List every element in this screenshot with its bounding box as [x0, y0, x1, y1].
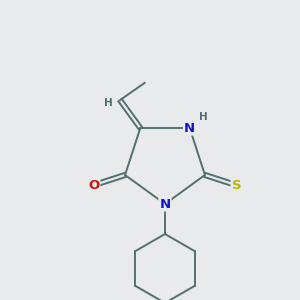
Text: N: N — [159, 197, 171, 211]
Text: H: H — [104, 98, 113, 108]
Text: O: O — [88, 179, 99, 192]
Text: S: S — [232, 179, 241, 192]
Text: H: H — [199, 112, 208, 122]
Text: N: N — [184, 122, 195, 134]
